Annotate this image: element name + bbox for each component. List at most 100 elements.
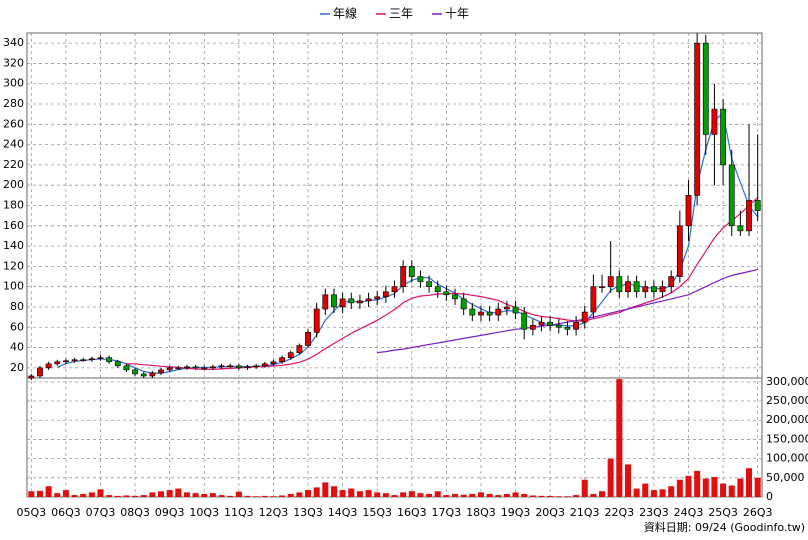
y-tick-label: 320 (3, 56, 24, 69)
volume-bar (590, 493, 597, 497)
y2-tick-label: 100,000 (766, 452, 808, 465)
candle-body (400, 266, 407, 287)
volume-bar (36, 490, 43, 497)
volume-bar (261, 495, 268, 497)
candle-body (218, 365, 225, 368)
volume-bar (382, 493, 389, 497)
volume-bar (391, 495, 398, 497)
candle-body (711, 108, 718, 135)
volume-bar (400, 492, 407, 497)
y2-tick-label: 200,000 (766, 413, 808, 426)
candle-body (296, 345, 303, 353)
volume-bar (443, 495, 450, 497)
y2-tick-label: 300,000 (766, 375, 808, 388)
candle-body (460, 298, 467, 310)
candle-body (521, 312, 528, 330)
x-tick-label: 11Q3 (224, 506, 254, 519)
x-tick-label: 08Q3 (120, 506, 150, 519)
candle-body (201, 367, 208, 370)
candle-body (287, 352, 294, 359)
candle-body (374, 296, 381, 300)
volume-bar (711, 477, 718, 497)
candle-body (184, 366, 190, 369)
candle-body (97, 357, 104, 360)
y-tick-label: 240 (3, 138, 24, 151)
candle-body (227, 365, 234, 368)
volume-bar (227, 495, 234, 497)
y-tick-label: 100 (3, 280, 24, 293)
legend-label: 年線 (333, 6, 357, 21)
volume-bar (140, 495, 147, 497)
moving-average-line (126, 196, 759, 370)
x-tick-label: 20Q3 (535, 506, 565, 519)
volume-bar (296, 492, 303, 497)
volume-bar (365, 490, 372, 497)
volume-bar (521, 493, 528, 497)
volume-bar (746, 468, 753, 497)
candle-body (313, 308, 320, 333)
volume-bar (728, 485, 735, 497)
volume-bar (106, 495, 113, 497)
volume-bar (348, 488, 355, 497)
candle-body (694, 42, 701, 196)
x-tick-label: 25Q3 (708, 506, 738, 519)
candle-body (659, 286, 666, 293)
x-tick-label: 06Q3 (51, 506, 81, 519)
volume-bar (209, 493, 216, 497)
x-tick-label: 15Q3 (362, 506, 392, 519)
y-tick-label: 80 (10, 300, 24, 313)
candle-body (720, 108, 726, 166)
candle-body (668, 276, 675, 287)
volume-bar (322, 482, 329, 497)
x-tick-label: 10Q3 (189, 506, 219, 519)
volume-bar (417, 493, 424, 497)
volume-bar (339, 490, 346, 497)
candle-body (348, 298, 355, 304)
y-tick-label: 60 (10, 320, 24, 333)
candle-body (607, 276, 614, 287)
y-tick-label: 40 (10, 341, 24, 354)
candle-body (175, 367, 182, 370)
volume-bar (676, 479, 683, 497)
candle-body (132, 369, 138, 375)
volume-bar (114, 495, 121, 497)
volume-bar (218, 495, 225, 497)
volume-bar (192, 493, 199, 497)
x-tick-label: 17Q3 (432, 506, 462, 519)
volume-bar (175, 488, 182, 497)
candle-body (642, 286, 649, 293)
volume-bar (564, 496, 571, 497)
volume-bar (330, 486, 337, 497)
volume-bar (132, 495, 139, 497)
volume-bar (668, 486, 675, 497)
y-tick-label: 300 (3, 77, 24, 90)
candle-body (140, 373, 147, 377)
volume-bar (685, 475, 692, 497)
candle-body (754, 200, 761, 211)
volume-bar (426, 493, 433, 497)
y-tick-label: 180 (3, 199, 24, 212)
x-tick-label: 05Q3 (16, 506, 46, 519)
candle-body (331, 294, 337, 308)
candle-body (633, 281, 640, 293)
volume-bar (62, 490, 69, 497)
volume-bar (486, 493, 493, 497)
candle-body (391, 286, 398, 293)
volume-bar (624, 464, 631, 497)
y-tick-label: 200 (3, 178, 24, 191)
volume-bar (123, 495, 130, 497)
candle-body (495, 308, 502, 316)
candle-body (80, 359, 87, 362)
candle-body (728, 164, 735, 227)
source-note: 資料日期: 09/24 (Goodinfo.tw) (644, 520, 805, 534)
candle-body (305, 332, 311, 346)
volume-bar (408, 491, 415, 497)
y-tick-label: 160 (3, 219, 24, 232)
candle-body (616, 276, 623, 293)
volume-bar (581, 479, 588, 497)
candle-body (270, 361, 277, 365)
candle-body (581, 311, 588, 323)
volume-bar (28, 491, 35, 497)
candle-body (382, 291, 389, 298)
